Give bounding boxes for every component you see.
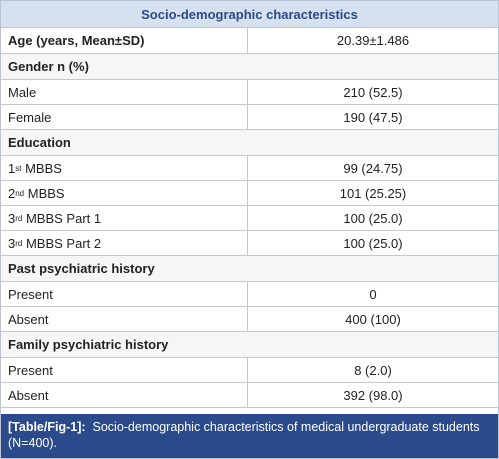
table-body: Age (years, Mean±SD) 20.39±1.486 Gender n …	[1, 28, 498, 408]
label-number: 3	[8, 210, 16, 226]
section-row: Family psychiatric history	[1, 332, 498, 358]
label-suffix: rd	[15, 213, 23, 223]
row-value: 392 (98.0)	[343, 387, 403, 403]
row-value: 400 (100)	[345, 311, 401, 327]
label-rest: MBBS Part 1	[22, 210, 102, 226]
row-label: Absent	[1, 383, 248, 407]
caption-text: Socio-demographic characteristics of med…	[8, 420, 480, 450]
row-value: 210 (52.5)	[343, 84, 403, 100]
label-suffix: nd	[15, 188, 25, 198]
row-label: Male	[1, 80, 248, 104]
row-value: 100 (25.0)	[343, 210, 403, 226]
table-row: Female 190 (47.5)	[1, 105, 498, 130]
section-row: Education	[1, 130, 498, 156]
section-row: Past psychiatric history	[1, 256, 498, 282]
row-label: Absent	[1, 307, 248, 331]
row-label: Female	[1, 105, 248, 129]
row-value: 190 (47.5)	[343, 109, 403, 125]
section-row: Gender n (%)	[1, 54, 498, 80]
row-value: 0	[369, 286, 377, 302]
label-rest: MBBS	[21, 160, 62, 176]
row-value: 8 (2.0)	[354, 362, 392, 378]
caption: [Table/Fig-1]: Socio-demographic charact…	[1, 414, 498, 458]
row-value: 99 (24.75)	[343, 160, 403, 176]
label-number: 2	[8, 185, 16, 201]
table-row: Absent 392 (98.0)	[1, 383, 498, 408]
label-suffix: rd	[15, 238, 23, 248]
caption-tag: [Table/Fig-1]:	[8, 420, 86, 434]
table-row: Present 0	[1, 282, 498, 307]
row-value: 100 (25.0)	[343, 235, 403, 251]
label-number: 1	[8, 160, 16, 176]
row-label: Age (years, Mean±SD)	[1, 28, 248, 53]
table-row: Age (years, Mean±SD) 20.39±1.486	[1, 28, 498, 54]
label-suffix: st	[15, 163, 22, 173]
row-label: Present	[1, 282, 248, 306]
table-row: Male 210 (52.5)	[1, 80, 498, 105]
row-value: 101 (25.25)	[339, 185, 407, 201]
table-row: Absent 400 (100)	[1, 307, 498, 332]
label-rest: MBBS	[24, 185, 65, 201]
table-title: Socio-demographic characteristics	[1, 1, 498, 28]
label-number: 3	[8, 235, 16, 251]
row-value: 20.39±1.486	[336, 33, 410, 48]
label-rest: MBBS Part 2	[22, 235, 102, 251]
table-row: Present 8 (2.0)	[1, 358, 498, 383]
row-label: Present	[1, 358, 248, 382]
